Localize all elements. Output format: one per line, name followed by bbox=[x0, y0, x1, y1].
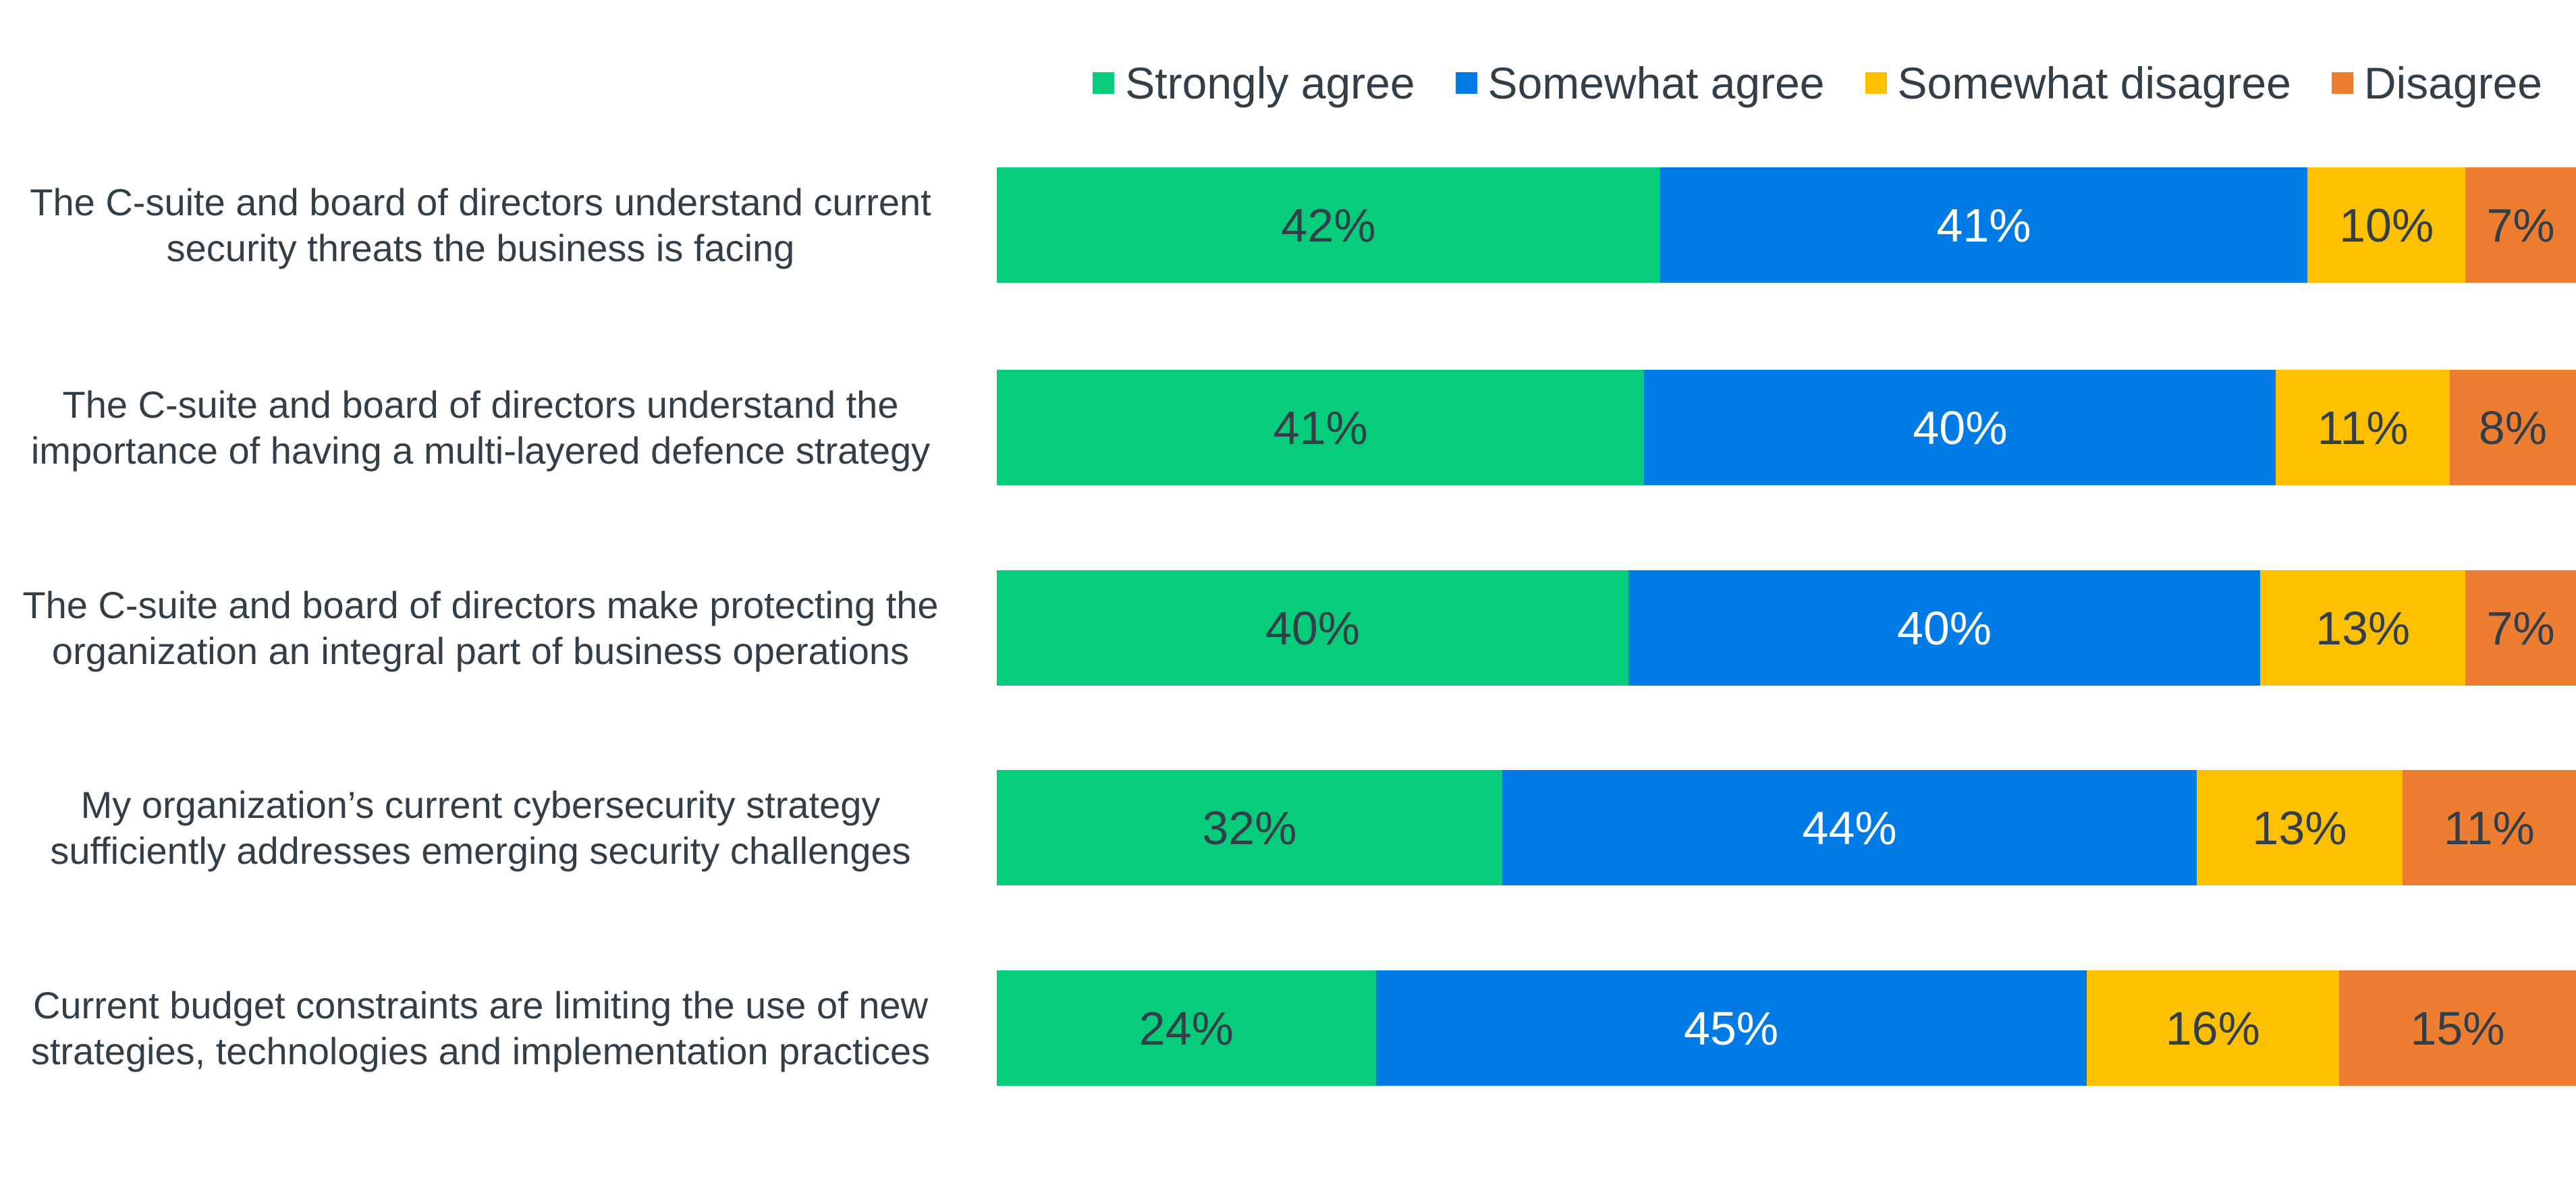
data-label: 8% bbox=[2478, 401, 2547, 454]
bar-segment-somewhat-disagree: 16% bbox=[2086, 970, 2339, 1086]
bar-segment-somewhat-disagree: 10% bbox=[2307, 167, 2466, 283]
stacked-bar: 24% 45% 16% 15% bbox=[997, 970, 2576, 1086]
data-label: 13% bbox=[2315, 601, 2411, 655]
bar-row: My organization’s current cybersecurity … bbox=[0, 770, 2576, 885]
data-label: 41% bbox=[1936, 198, 2031, 252]
data-label: 7% bbox=[2486, 198, 2555, 252]
legend-swatch bbox=[1093, 72, 1115, 94]
legend-swatch bbox=[2331, 72, 2353, 94]
bar-segment-disagree: 15% bbox=[2339, 970, 2576, 1086]
bar-segment-somewhat-agree: 41% bbox=[1660, 167, 2308, 283]
legend-label: Disagree bbox=[2363, 58, 2542, 108]
bar-segment-somewhat-agree: 44% bbox=[1502, 770, 2197, 885]
bar-segment-somewhat-disagree: 13% bbox=[2260, 570, 2466, 686]
legend-item: Somewhat disagree bbox=[1865, 57, 2291, 109]
data-label: 45% bbox=[1684, 1001, 1779, 1055]
data-label: 32% bbox=[1202, 801, 1297, 854]
legend-item: Strongly agree bbox=[1093, 57, 1415, 109]
bar-segment-strongly-agree: 24% bbox=[997, 970, 1376, 1086]
bar-segment-strongly-agree: 40% bbox=[997, 570, 1628, 686]
legend: Strongly agree Somewhat agree Somewhat dis… bbox=[1052, 57, 2542, 109]
bar-segment-somewhat-disagree: 11% bbox=[2276, 370, 2450, 485]
legend-item: Disagree bbox=[2331, 57, 2542, 109]
bar-segment-disagree: 7% bbox=[2465, 570, 2576, 686]
bar-row: The C-suite and board of directors under… bbox=[0, 370, 2576, 485]
legend-label: Somewhat disagree bbox=[1897, 58, 2291, 108]
bar-segment-somewhat-disagree: 13% bbox=[2197, 770, 2403, 885]
bar-segment-disagree: 8% bbox=[2449, 370, 2576, 485]
legend-swatch bbox=[1455, 72, 1477, 94]
category-label: Current budget constraints are limiting … bbox=[30, 983, 931, 1072]
bar-segment-disagree: 11% bbox=[2402, 770, 2576, 885]
category-label: The C-suite and board of directors under… bbox=[30, 383, 931, 472]
data-label: 13% bbox=[2252, 801, 2347, 854]
bar-row: Current budget constraints are limiting … bbox=[0, 970, 2576, 1086]
bar-segment-somewhat-agree: 45% bbox=[1375, 970, 2087, 1086]
data-label: 11% bbox=[2443, 801, 2535, 854]
bar-segment-strongly-agree: 42% bbox=[997, 167, 1660, 283]
data-label: 40% bbox=[1265, 601, 1361, 655]
data-label: 10% bbox=[2339, 198, 2434, 252]
stacked-bar: 32% 44% 13% 11% bbox=[997, 770, 2576, 885]
data-label: 40% bbox=[1896, 601, 1992, 655]
category-label: My organization’s current cybersecurity … bbox=[50, 783, 911, 872]
bar-segment-disagree: 7% bbox=[2465, 167, 2576, 283]
legend-swatch bbox=[1865, 72, 1887, 94]
stacked-bar: 41% 40% 11% 8% bbox=[997, 370, 2576, 485]
bar-row: The C-suite and board of directors make … bbox=[0, 570, 2576, 686]
data-label: 11% bbox=[2317, 401, 2409, 454]
bar-segment-somewhat-agree: 40% bbox=[1628, 570, 2260, 686]
data-label: 15% bbox=[2410, 1001, 2505, 1055]
data-label: 41% bbox=[1273, 401, 1368, 454]
legend-item: Somewhat agree bbox=[1455, 57, 1825, 109]
data-label: 42% bbox=[1281, 198, 1376, 252]
stacked-bar: 42% 41% 10% 7% bbox=[997, 167, 2576, 283]
category-label: The C-suite and board of directors make … bbox=[22, 583, 939, 672]
legend-label: Strongly agree bbox=[1125, 58, 1415, 108]
data-label: 7% bbox=[2486, 601, 2555, 655]
data-label: 44% bbox=[1802, 801, 1897, 854]
bar-segment-strongly-agree: 32% bbox=[997, 770, 1502, 885]
stacked-bar: 40% 40% 13% 7% bbox=[997, 570, 2576, 686]
data-label: 40% bbox=[1913, 401, 2008, 454]
data-label: 16% bbox=[2165, 1001, 2260, 1055]
bar-segment-somewhat-agree: 40% bbox=[1644, 370, 2276, 485]
data-label: 24% bbox=[1139, 1001, 1234, 1055]
legend-label: Somewhat agree bbox=[1487, 58, 1825, 108]
bar-segment-strongly-agree: 41% bbox=[997, 370, 1645, 485]
bar-row: The C-suite and board of directors under… bbox=[0, 167, 2576, 283]
category-label: The C-suite and board of directors under… bbox=[30, 180, 931, 269]
